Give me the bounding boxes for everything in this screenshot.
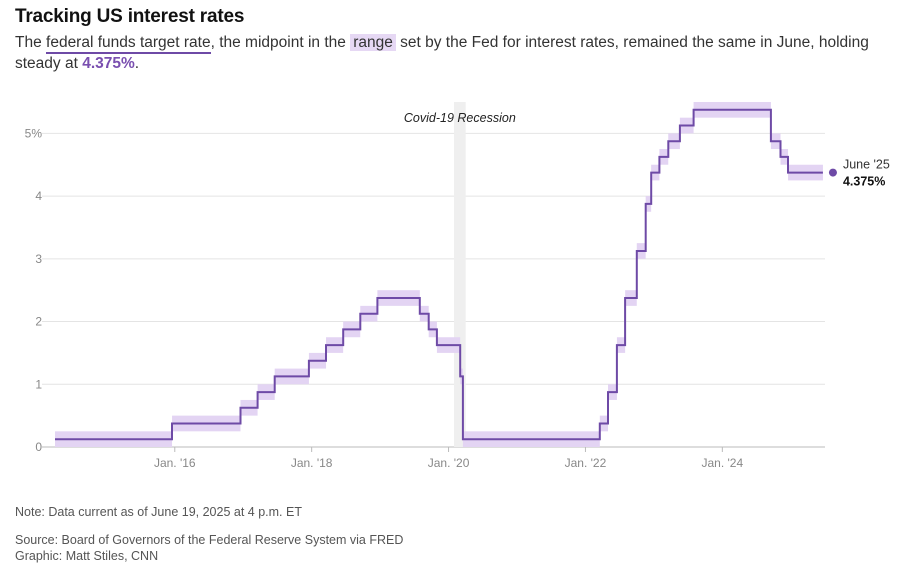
x-axis-ticks: Jan. '16 Jan. '18 Jan. '20 Jan. '22 Jan. '24 <box>154 447 744 470</box>
endpoint-dot <box>828 168 837 177</box>
endpoint-date-label: June '25 <box>843 158 890 172</box>
subtitle-text-mid: , the midpoint in the <box>210 34 351 51</box>
x-tick-label: Jan. '20 <box>428 456 470 470</box>
annotations: Covid-19 Recession June '25 4.375% <box>404 111 890 189</box>
recession-label: Covid-19 Recession <box>404 111 516 125</box>
rate-line-group <box>55 108 823 441</box>
recession-shading <box>454 102 466 447</box>
y-tick-label: 5% <box>25 126 43 140</box>
y-axis-ticks: 0 1 2 3 4 5% <box>25 126 43 454</box>
chart-title: Tracking US interest rates <box>15 6 245 27</box>
x-tick-label: Jan. '22 <box>565 456 607 470</box>
endpoint-value-label: 4.375% <box>843 175 885 189</box>
x-tick-label: Jan. '24 <box>702 456 744 470</box>
footer-graphic-credit: Graphic: Matt Stiles, CNN <box>15 549 159 563</box>
y-tick-label: 0 <box>35 440 42 454</box>
y-tick-label: 4 <box>35 189 42 203</box>
rate-step-line <box>55 108 823 441</box>
subtitle-text-prefix: The <box>15 34 47 51</box>
y-tick-label: 1 <box>35 377 42 391</box>
x-tick-label: Jan. '18 <box>291 456 333 470</box>
footer-source: Source: Board of Governors of the Federa… <box>15 533 404 547</box>
y-tick-label: 2 <box>35 315 42 329</box>
recession-bar <box>454 102 466 447</box>
x-tick-label: Jan. '16 <box>154 456 196 470</box>
footer-note: Note: Data current as of June 19, 2025 a… <box>15 505 302 519</box>
subtitle-range-highlight: range <box>350 34 396 51</box>
rate-chart: 0 1 2 3 4 5% Jan. '16 Jan. '18 Jan. '20 Jan. '22… <box>25 102 890 470</box>
grid-lines <box>42 132 825 448</box>
subtitle-value-highlight: 4.375% <box>82 55 135 72</box>
target-range-band <box>55 102 823 447</box>
y-tick-label: 3 <box>35 252 42 266</box>
subtitle-term-underlined: federal funds target rate <box>46 34 211 54</box>
subtitle-text-rest: set by the Fed for interest rates, remai… <box>15 34 869 72</box>
chart-subtitle: The federal funds target rate, the midpo… <box>15 32 905 74</box>
subtitle-text-end: . <box>134 55 140 72</box>
